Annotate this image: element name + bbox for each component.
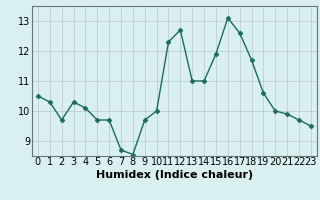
X-axis label: Humidex (Indice chaleur): Humidex (Indice chaleur) <box>96 170 253 180</box>
